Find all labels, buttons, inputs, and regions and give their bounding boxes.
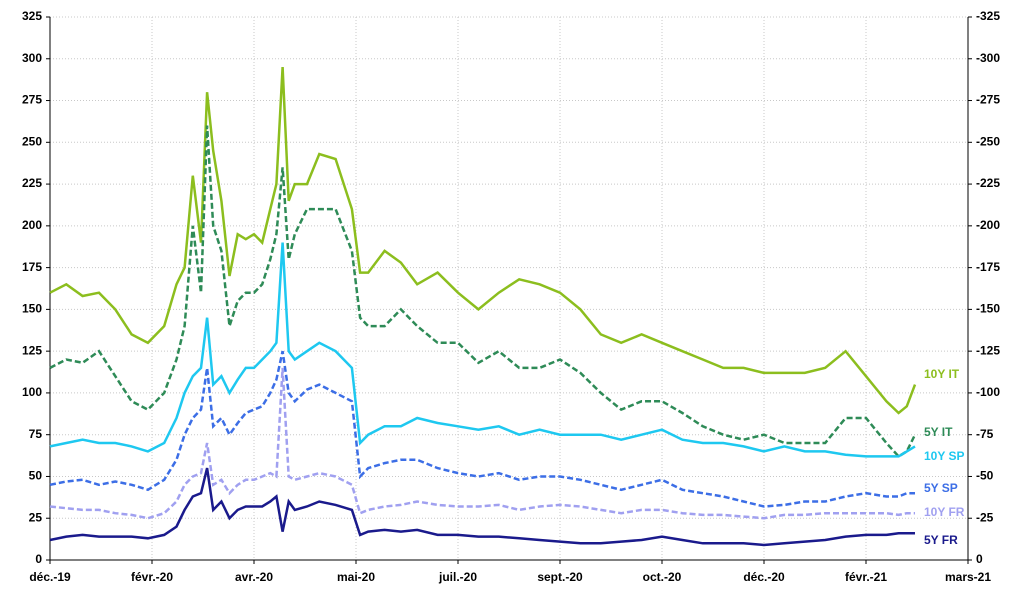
x-tick-label: avr.-20	[235, 570, 273, 584]
y2-tick-label: -50	[976, 469, 994, 483]
y2-tick-label: -175	[976, 260, 1000, 274]
series-label: 10Y IT	[924, 367, 960, 381]
y2-tick-label: -275	[976, 93, 1000, 107]
y2-tick-label: -300	[976, 51, 1000, 65]
y2-tick-label: 0	[976, 552, 983, 566]
y-tick-label: 25	[29, 510, 43, 524]
y-tick-label: 300	[22, 51, 42, 65]
series-line	[49, 242, 916, 458]
y2-tick-label: -75	[976, 427, 994, 441]
x-tick-label: sept.-20	[537, 570, 583, 584]
y-tick-label: 150	[22, 302, 42, 316]
y-tick-label: 75	[29, 427, 43, 441]
y-tick-label: 200	[22, 218, 42, 232]
y2-tick-label: -200	[976, 218, 1000, 232]
series-label: 5Y SP	[924, 481, 958, 495]
y-tick-label: 125	[22, 343, 42, 357]
y-tick-label: 325	[22, 9, 42, 23]
series-line	[49, 125, 917, 459]
x-tick-label: févr.-20	[131, 570, 173, 584]
series-label: 10Y SP	[924, 449, 964, 463]
series-line	[49, 350, 915, 508]
series-label: 10Y FR	[924, 505, 965, 519]
x-tick-label: oct.-20	[643, 570, 682, 584]
y-tick-label: 175	[22, 260, 42, 274]
series-line	[49, 67, 917, 415]
y2-tick-label: -250	[976, 134, 1000, 148]
series-line	[49, 367, 915, 520]
y-tick-label: 225	[22, 176, 42, 190]
x-tick-label: déc.-20	[743, 570, 785, 584]
y-tick-label: 0	[35, 552, 42, 566]
y2-tick-label: -125	[976, 343, 1000, 357]
x-tick-label: févr.-21	[845, 570, 887, 584]
x-tick-label: déc.-19	[29, 570, 71, 584]
series-label: 5Y FR	[924, 533, 958, 547]
x-tick-label: mai-20	[337, 570, 375, 584]
y2-tick-label: -25	[976, 510, 994, 524]
y-tick-label: 250	[22, 134, 42, 148]
series-line	[49, 467, 915, 547]
series-label: 5Y IT	[924, 425, 953, 439]
y2-tick-label: -100	[976, 385, 1000, 399]
x-tick-label: juil.-20	[438, 570, 477, 584]
x-tick-label: mars-21	[945, 570, 991, 584]
y2-tick-label: -225	[976, 176, 1000, 190]
y-tick-label: 50	[29, 469, 43, 483]
y2-tick-label: -150	[976, 302, 1000, 316]
y-tick-label: 275	[22, 93, 42, 107]
y2-tick-label: -325	[976, 9, 1000, 23]
y-tick-label: 100	[22, 385, 42, 399]
